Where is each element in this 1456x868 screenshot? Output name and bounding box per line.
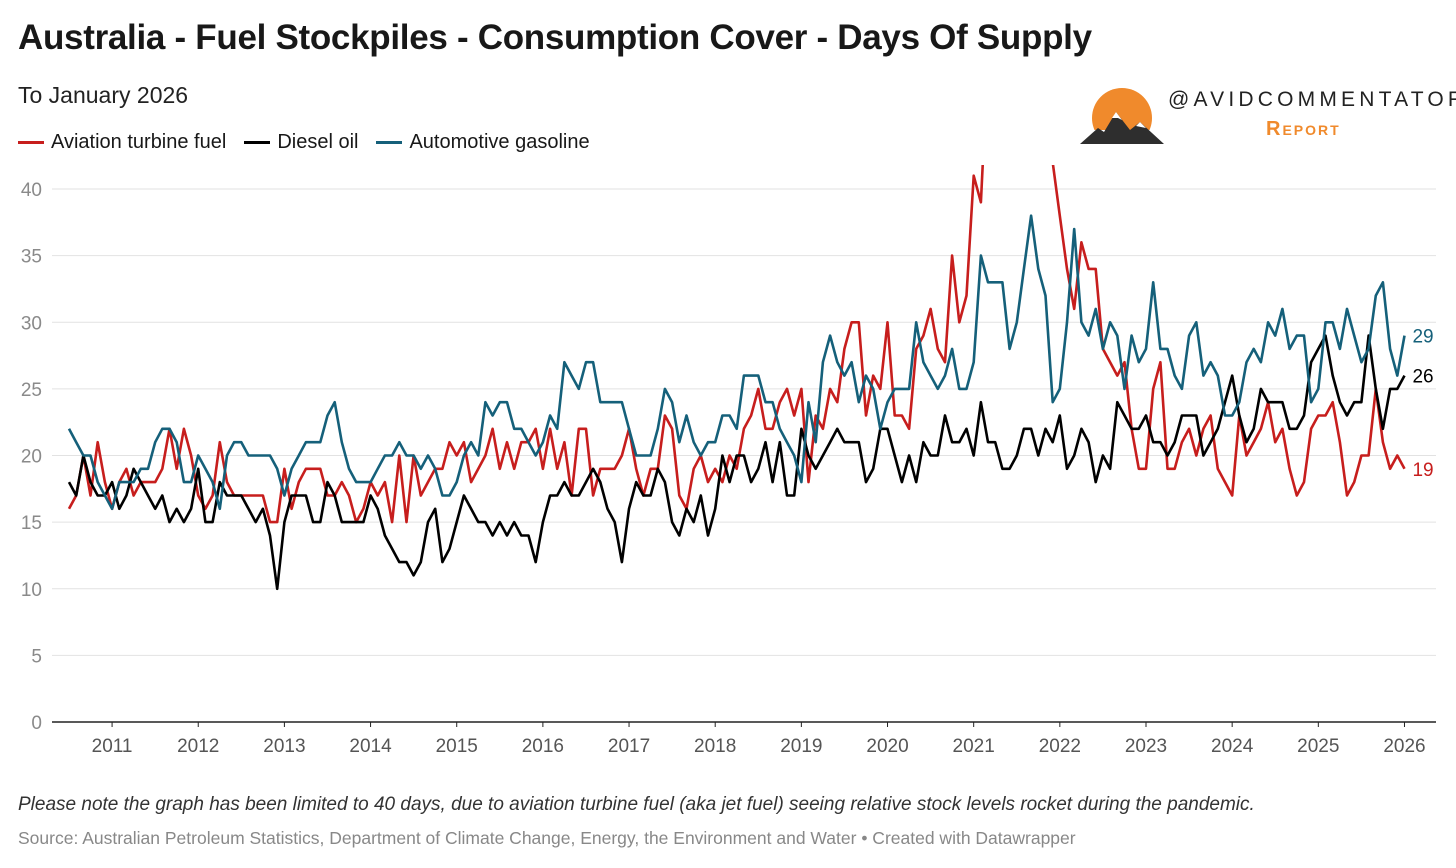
legend-swatch-diesel — [244, 141, 271, 144]
x-tick-label: 2022 — [1039, 736, 1081, 757]
legend-swatch-gasoline — [376, 141, 403, 144]
source: Source: Australian Petroleum Statistics,… — [18, 828, 1076, 848]
series-line-aviation-turbine-fuel — [67, 165, 1406, 524]
chart-title: Australia - Fuel Stockpiles - Consumptio… — [18, 18, 1092, 57]
legend-item-diesel: Diesel oil — [244, 131, 358, 154]
series-line-automotive-gasoline — [67, 214, 1406, 511]
end-label: 29 — [1412, 327, 1433, 348]
y-tick-label: 5 — [31, 646, 42, 667]
y-tick-label: 35 — [21, 247, 42, 268]
footnote: Please note the graph has been limited t… — [18, 794, 1255, 815]
series-lines — [67, 165, 1406, 591]
x-tick-label: 2026 — [1383, 736, 1425, 757]
x-tick-label: 2011 — [92, 736, 133, 757]
x-tick-label: 2015 — [436, 736, 478, 757]
logo-handle: @AVIDCOMMENTATOR — [1168, 88, 1456, 111]
x-tick-label: 2016 — [522, 736, 564, 757]
y-tick-label: 20 — [21, 447, 42, 468]
end-label: 26 — [1412, 367, 1433, 388]
legend: Aviation turbine fuel Diesel oil Automot… — [18, 131, 590, 154]
x-tick-label: 2013 — [263, 736, 305, 757]
legend-label-aviation: Aviation turbine fuel — [51, 131, 227, 153]
y-tick-label: 25 — [21, 380, 42, 401]
x-tick-label: 2012 — [177, 736, 219, 757]
legend-swatch-aviation — [18, 141, 44, 144]
y-tick-label: 0 — [31, 713, 42, 734]
x-tick-label: 2019 — [780, 736, 822, 757]
brand-logo: @AVIDCOMMENTATOR Report — [1078, 86, 1456, 150]
series-line-diesel-oil — [67, 334, 1406, 591]
x-tick-label: 2023 — [1125, 736, 1167, 757]
x-tick-label: 2014 — [349, 736, 392, 757]
x-tick-label: 2020 — [866, 736, 908, 757]
legend-label-diesel: Diesel oil — [277, 131, 359, 153]
x-tick-label: 2024 — [1211, 736, 1254, 757]
y-tick-label: 30 — [21, 313, 42, 334]
x-tick-label: 2018 — [694, 736, 736, 757]
logo-report: Report — [1266, 118, 1341, 140]
legend-item-aviation: Aviation turbine fuel — [18, 131, 226, 154]
x-tick-label: 2025 — [1297, 736, 1339, 757]
x-tick-label: 2021 — [953, 736, 995, 757]
chart-subtitle: To January 2026 — [18, 82, 189, 108]
y-tick-label: 15 — [21, 513, 42, 534]
legend-label-gasoline: Automotive gasoline — [409, 131, 590, 153]
end-label: 19 — [1412, 460, 1433, 481]
x-tick-label: 2017 — [608, 736, 650, 757]
y-tick-label: 10 — [21, 580, 42, 601]
legend-item-gasoline: Automotive gasoline — [376, 131, 590, 154]
grid — [52, 188, 1436, 727]
y-tick-label: 40 — [21, 180, 42, 201]
mountain-sun-icon — [1078, 88, 1168, 150]
